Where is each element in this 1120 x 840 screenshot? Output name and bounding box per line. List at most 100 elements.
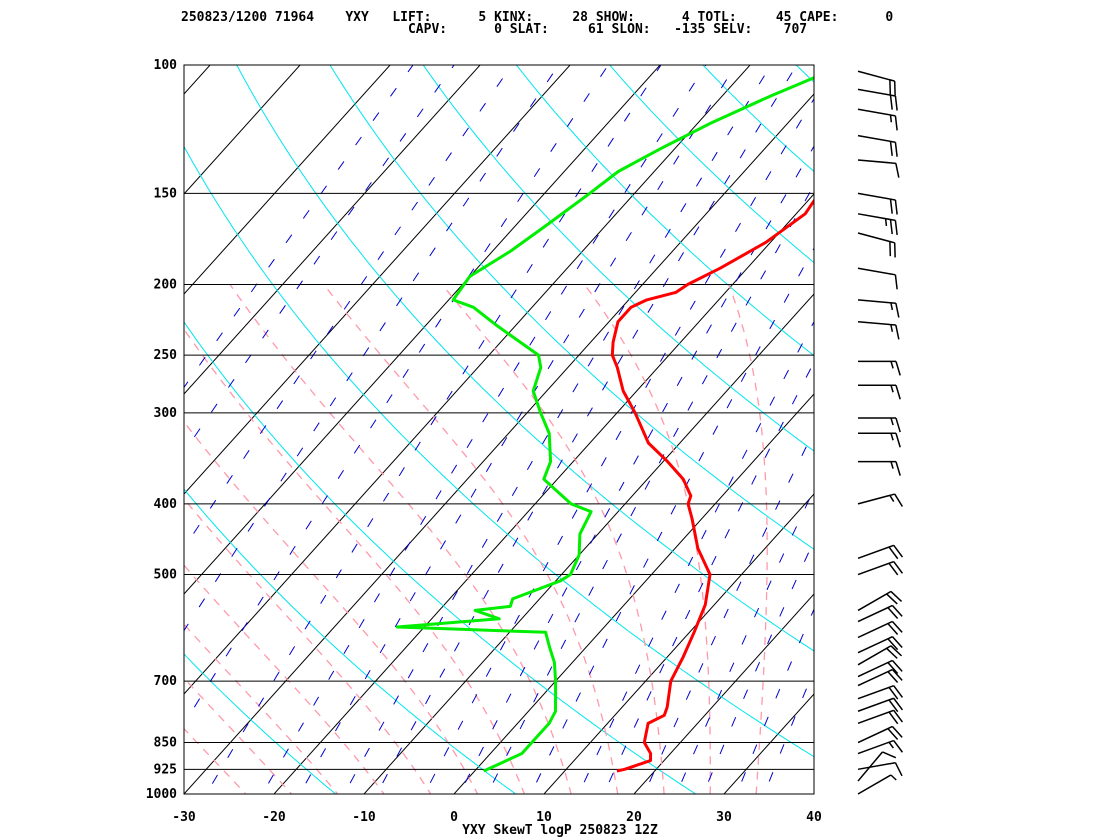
pressure-label: 300: [154, 406, 178, 421]
wind-barb-staff: [857, 544, 894, 560]
moist-adiabat: [184, 677, 293, 794]
wind-barbs: [857, 70, 904, 795]
moist-adiabat: [184, 623, 339, 794]
wind-barb-feather: [894, 220, 898, 236]
wind-barb-feather: [889, 199, 893, 214]
isotherm: [184, 65, 391, 295]
wind-barb-feather: [890, 417, 894, 426]
wind-barb-feather: [887, 623, 899, 635]
temperature-tick-label: 0: [450, 810, 458, 825]
wind-barb: [858, 360, 901, 376]
pressure-label: 100: [154, 58, 178, 73]
isotherm: [543, 493, 814, 794]
wind-barb: [858, 417, 901, 433]
moist-adiabat: [184, 328, 526, 794]
wind-barb: [857, 668, 903, 687]
isotherm: [184, 65, 751, 695]
mixing-ratio-line: [736, 607, 814, 794]
mixing-ratio-line: [763, 669, 814, 794]
wind-barb-staff: [857, 774, 892, 795]
wind-barb-staff: [857, 604, 893, 623]
wind-barb: [857, 590, 903, 612]
pressure-label: 700: [154, 674, 178, 689]
temperature-tick-label: 40: [806, 810, 822, 825]
wind-barb-staff: [857, 493, 895, 505]
wind-barb-feather: [893, 697, 904, 711]
wind-barb-staff: [857, 668, 893, 687]
wind-barb-staff: [857, 320, 896, 326]
moist-adiabat: [184, 727, 247, 794]
wind-barb-staff: [857, 299, 896, 304]
wind-barb-feather: [895, 433, 901, 448]
dry-adiabat: [184, 653, 337, 794]
wind-barb-feather: [887, 728, 899, 741]
wind-barb-feather: [895, 461, 901, 476]
wind-barb-staff: [857, 192, 896, 201]
moist-adiabat: [323, 284, 619, 794]
wind-barb: [858, 384, 901, 400]
dry-adiabat: [515, 65, 814, 357]
mixing-ratio-line: [458, 145, 814, 794]
moist-adiabat: [184, 564, 385, 794]
pressure-label: 850: [154, 736, 178, 751]
wind-barb: [857, 108, 898, 131]
dry-adiabat: [795, 65, 814, 83]
moist-adiabat: [583, 284, 711, 794]
wind-barb: [857, 604, 903, 623]
dry-adiabat: [236, 65, 814, 652]
wind-barb-staff: [857, 635, 893, 654]
wind-barb: [857, 709, 904, 725]
wind-barb-staff: [857, 88, 896, 97]
temperature-tick-label: 30: [716, 810, 732, 825]
dry-adiabat: [422, 65, 814, 452]
wind-barb-feather: [889, 494, 895, 502]
wind-barb-staff: [857, 267, 896, 276]
wind-barb: [857, 134, 898, 157]
isotherm: [0, 49, 135, 810]
isotherm: [184, 65, 211, 95]
wind-barb-feather: [893, 561, 904, 574]
pressure-label: 150: [154, 186, 178, 201]
isotherm: [633, 593, 814, 794]
temperature-tick-label: 20: [626, 810, 642, 825]
mixing-ratio-line: [184, 65, 513, 549]
temperature-tick-label: 10: [536, 810, 552, 825]
wind-barb-feather: [887, 607, 899, 620]
wind-barb-feather: [894, 493, 904, 507]
wind-barb-feather: [891, 725, 903, 738]
wind-barb-feather: [888, 686, 899, 700]
wind-barb: [857, 560, 904, 576]
header-line-1: 250823/1200 71964 YXY LIFT: 5 KINX: 28 S…: [181, 10, 894, 25]
wind-barb-staff: [857, 761, 896, 771]
wind-barb: [857, 320, 900, 340]
isotherm: [890, 49, 1120, 810]
wind-barb-feather: [893, 544, 904, 558]
wind-barb-feather: [895, 303, 900, 318]
wind-barb-feather: [894, 142, 898, 157]
wind-barb-staff: [857, 590, 892, 612]
dry-adiabat: [609, 65, 814, 264]
mixing-ratio-line: [376, 65, 798, 794]
wind-barb-feather: [895, 417, 901, 433]
wind-barb-feather: [887, 662, 899, 674]
isotherm: [184, 65, 571, 495]
wind-barb-staff: [857, 739, 894, 755]
wind-barb: [857, 635, 903, 654]
wind-barb-feather: [890, 590, 903, 602]
pressure-label: 1000: [146, 787, 177, 802]
wind-barb: [857, 493, 904, 507]
wind-barb-feather: [891, 669, 903, 681]
mixing-ratio-line: [702, 539, 814, 794]
moist-adiabat: [441, 284, 665, 794]
mixing-ratio-line: [184, 65, 609, 725]
wind-barb-staff: [857, 659, 893, 678]
isotherm: [723, 693, 814, 794]
pressure-label: 250: [154, 348, 178, 363]
wind-barb-feather: [887, 671, 899, 684]
mixing-ratio-line: [184, 65, 455, 453]
pressure-label: 500: [154, 568, 178, 583]
wind-barb-staff: [857, 108, 896, 117]
wind-barb: [857, 659, 903, 678]
wind-barb-feather: [894, 115, 898, 131]
